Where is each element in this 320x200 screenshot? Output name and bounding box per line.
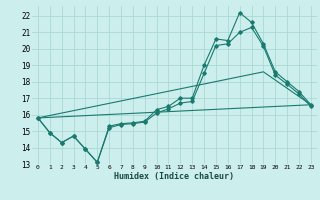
X-axis label: Humidex (Indice chaleur): Humidex (Indice chaleur) <box>115 172 234 181</box>
